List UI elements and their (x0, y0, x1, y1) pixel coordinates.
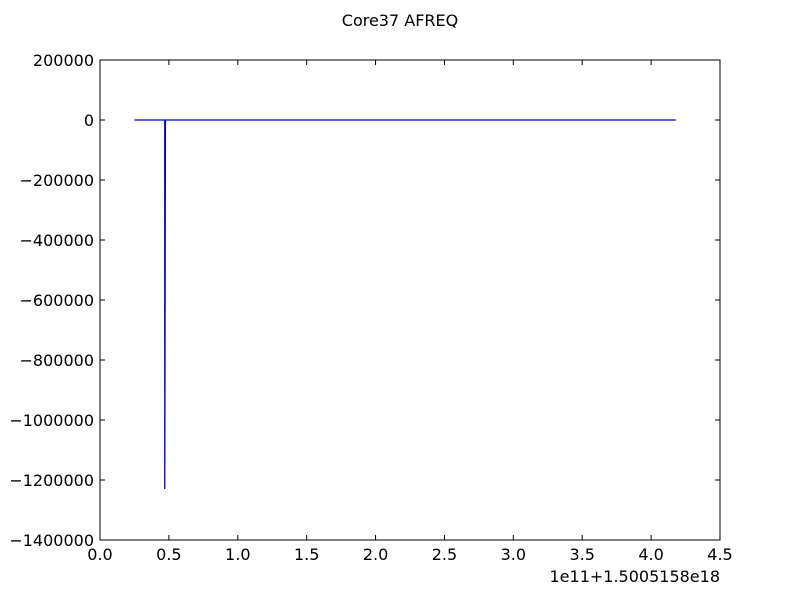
plot-area (99, 59, 721, 541)
series-layer (134, 119, 676, 490)
y-tick-label: 0 (84, 111, 94, 130)
x-tick-label: 0.5 (156, 545, 181, 564)
x-tick-label: 1.0 (225, 545, 250, 564)
x-tick-label: 2.0 (363, 545, 388, 564)
x-tick-label: 4.0 (638, 545, 663, 564)
y-tick-label: 200000 (33, 51, 94, 70)
y-tick-label: −1200000 (9, 471, 94, 490)
y-tick-label: −1000000 (9, 411, 94, 430)
x-tick-label: 0.0 (87, 545, 112, 564)
y-tick-label: −400000 (20, 231, 94, 250)
chart-title: Core37 AFREQ (342, 11, 458, 30)
x-axis-offset-label: 1e11+1.5005158e18 (549, 567, 720, 586)
x-tick-label: 3.5 (569, 545, 594, 564)
y-tick-label: −600000 (20, 291, 94, 310)
x-tick-label: 2.5 (432, 545, 457, 564)
x-tick-label: 1.5 (294, 545, 319, 564)
y-tick-label: −1400000 (9, 531, 94, 550)
y-axis: 200000 0 −200000 −400000 −600000 −800000 −1000… (9, 51, 720, 550)
y-tick-label: −200000 (20, 171, 94, 190)
x-axis: 0.0 0.5 1.0 1.5 2.0 2.5 3.0 3.5 4.0 4.5 (87, 60, 733, 564)
x-tick-label: 3.0 (501, 545, 526, 564)
x-tick-label: 4.5 (707, 545, 732, 564)
y-tick-label: −800000 (20, 351, 94, 370)
series-line-0 (134, 119, 676, 490)
